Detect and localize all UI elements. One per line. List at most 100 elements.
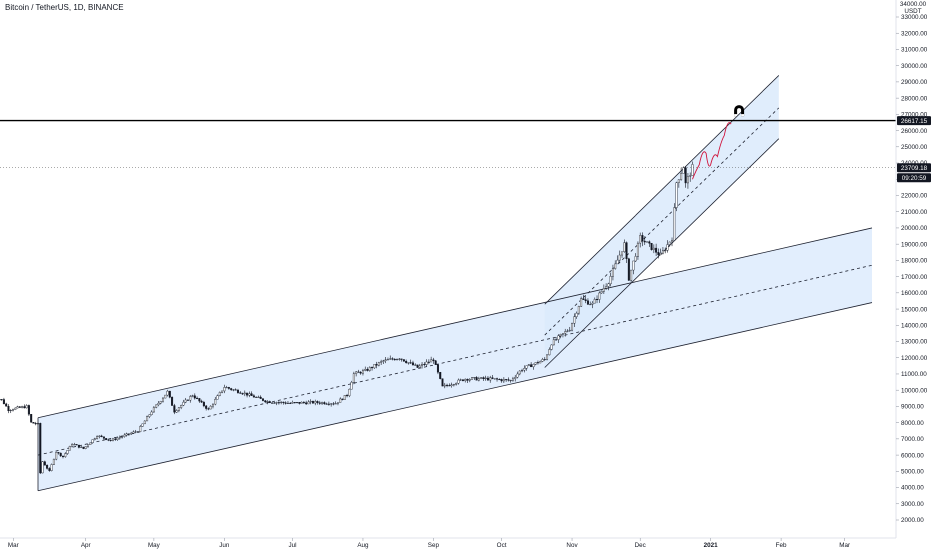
candle [541,357,544,363]
candle [25,404,28,409]
candle [493,378,496,380]
candle [502,377,505,383]
candle [389,355,392,360]
candle-body [330,403,333,405]
y-tick-label: 7000.00 [901,436,924,443]
candle [200,399,203,403]
x-tick-label: Sep [428,542,440,549]
candle [89,442,92,446]
candle-body [550,344,553,350]
candle [484,375,487,381]
candle-body [16,406,19,409]
candle [386,357,389,361]
candle [373,364,376,369]
candle [239,391,242,394]
candle-body [575,312,578,317]
last-price-tag-bg [897,163,931,173]
candle-body [327,403,330,405]
candle-body [366,368,369,371]
candle-body [471,377,474,380]
candle-body [34,423,37,425]
candle-body [348,388,351,397]
y-tick-label: 10000.00 [901,387,928,394]
candle [230,387,233,392]
candle-body [298,402,301,404]
candle-body [605,286,608,289]
candle [130,431,133,435]
candle-body [314,401,317,404]
candle-body [109,439,112,441]
candle [514,374,517,382]
candle [193,393,196,400]
candle [311,400,314,405]
candle-body [102,436,105,439]
candle-body [398,358,401,360]
candle [686,172,689,189]
candle-body [23,406,26,409]
candle [639,232,642,248]
candle-body [357,371,360,373]
candle-body [277,402,280,404]
candle-body [280,401,283,403]
candle-body [521,369,524,372]
candle-body [198,398,201,402]
candle-body [221,390,224,393]
candle-body [596,299,599,301]
candle [9,409,12,414]
candle [418,363,421,369]
candle-body [0,399,3,401]
candle-body [468,379,471,381]
candle [309,399,312,405]
candle-body [73,444,76,446]
candle-body [452,384,455,386]
x-tick-label: 2021 [704,542,719,549]
candle [546,354,549,361]
candle [564,328,567,337]
candle [91,439,94,444]
candle [500,378,503,383]
candle [114,437,117,441]
candle [368,366,371,372]
candle-body [141,423,144,427]
candle [650,242,653,251]
candle [27,404,30,416]
candle-body [518,370,521,375]
candle-body [380,361,383,363]
candle [71,443,74,448]
candle-body [425,361,428,365]
candle [427,359,430,365]
candle [216,394,219,400]
candle-body [666,244,669,251]
x-tick-label: Jun [219,542,230,549]
candle [223,384,226,394]
candle [246,392,249,398]
candle [361,368,364,376]
candle [552,338,555,346]
candle-body [530,364,533,368]
candle-body [614,263,617,269]
candle [507,377,510,382]
candle-body [291,402,294,404]
candle [423,362,426,367]
candle-body [239,392,242,394]
candle-body [355,371,358,374]
candle [305,400,308,405]
candle [159,400,162,405]
y-tick-label: 8000.00 [901,420,924,427]
candle-body [641,235,644,242]
candle-body [384,359,387,361]
candle [66,450,69,455]
candle [384,357,387,364]
candle [205,405,208,411]
candle-body [414,364,417,366]
candle-body [114,438,117,440]
candle [39,422,42,475]
wide-channel-upper-line [37,227,873,419]
candle-body [373,364,376,369]
candle-body [173,405,176,413]
candle-body [41,461,44,474]
candle-body [93,438,96,440]
candle-body [621,251,624,256]
candle [407,362,410,365]
